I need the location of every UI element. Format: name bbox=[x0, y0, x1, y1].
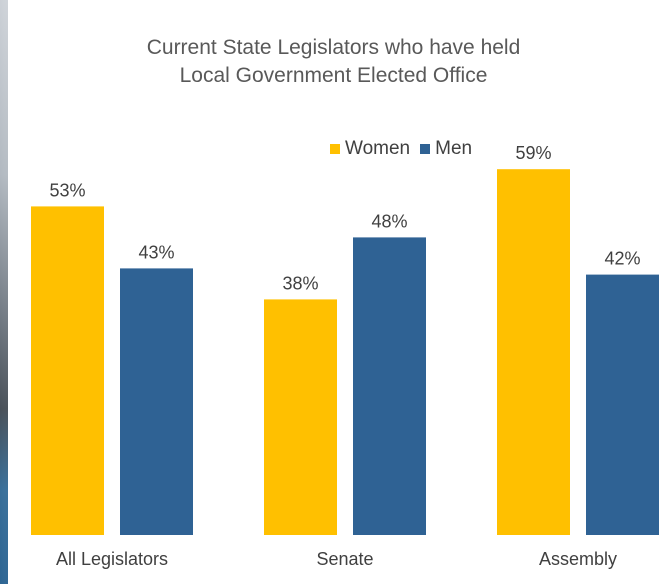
bar-men-2 bbox=[586, 274, 659, 535]
legend-label-men: Men bbox=[435, 138, 473, 159]
data-label-men-1: 48% bbox=[371, 211, 407, 231]
legend-swatch-men bbox=[420, 144, 431, 154]
data-label-men-0: 43% bbox=[138, 242, 174, 262]
chart-title: Current State Legislators who have held … bbox=[0, 34, 667, 90]
x-tick-label-1: Senate bbox=[316, 549, 373, 569]
chart-legend: Women Men bbox=[330, 138, 482, 160]
bar-men-0 bbox=[120, 268, 193, 535]
x-tick-label-2: Assembly bbox=[539, 549, 617, 569]
data-label-men-2: 42% bbox=[604, 249, 640, 269]
data-label-women-1: 38% bbox=[282, 273, 318, 293]
chart-title-line-1: Current State Legislators who have held bbox=[146, 36, 521, 59]
data-label-women-0: 53% bbox=[49, 180, 85, 200]
legend-label-women: Women bbox=[345, 138, 411, 159]
legend-item-women: Women bbox=[330, 138, 410, 160]
legend-swatch-women bbox=[330, 144, 340, 154]
legend-item-men: Men bbox=[420, 138, 472, 160]
bar-women-0 bbox=[31, 206, 104, 535]
bar-women-1 bbox=[264, 299, 337, 535]
x-tick-label-0: All Legislators bbox=[56, 549, 168, 569]
data-label-women-2: 59% bbox=[515, 143, 551, 163]
bar-women-2 bbox=[497, 169, 570, 535]
bar-men-1 bbox=[353, 237, 426, 535]
chart-title-line-2: Local Government Elected Office bbox=[179, 64, 488, 87]
